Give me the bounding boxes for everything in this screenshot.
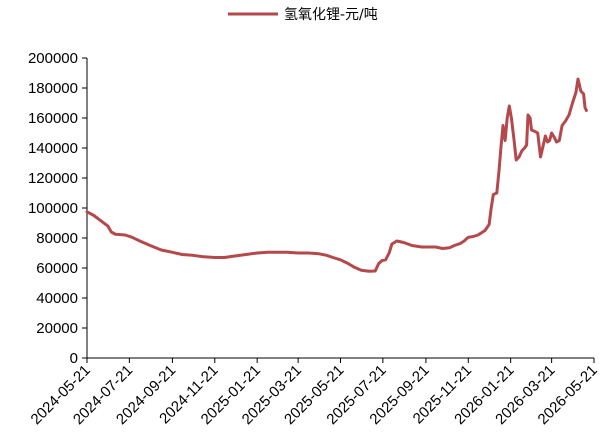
y-axis-ticks: 0 20000 40000 60000 80000 100000 120000 140000 1… — [28, 50, 87, 367]
legend-label: 氢氧化锂-元/吨 — [284, 7, 378, 23]
y-tick-label: 160000 — [28, 110, 78, 127]
y-tick-label: 120000 — [28, 170, 78, 187]
series-line — [85, 77, 588, 273]
y-tick-label: 60000 — [36, 260, 78, 277]
y-tick-label: 100000 — [28, 200, 78, 217]
x-axis-ticks: 2024-05-212024-07-212024-09-212024-11-21… — [28, 358, 601, 428]
legend: 氢氧化锂-元/吨 — [228, 7, 378, 23]
y-tick-label: 20000 — [36, 320, 78, 337]
series-layer — [85, 77, 588, 273]
y-tick-label: 0 — [70, 350, 78, 367]
y-tick-label: 140000 — [28, 140, 78, 157]
y-tick-label: 200000 — [28, 50, 78, 67]
y-tick-label: 40000 — [36, 290, 78, 307]
y-tick-label: 180000 — [28, 80, 78, 97]
y-tick-label: 80000 — [36, 230, 78, 247]
